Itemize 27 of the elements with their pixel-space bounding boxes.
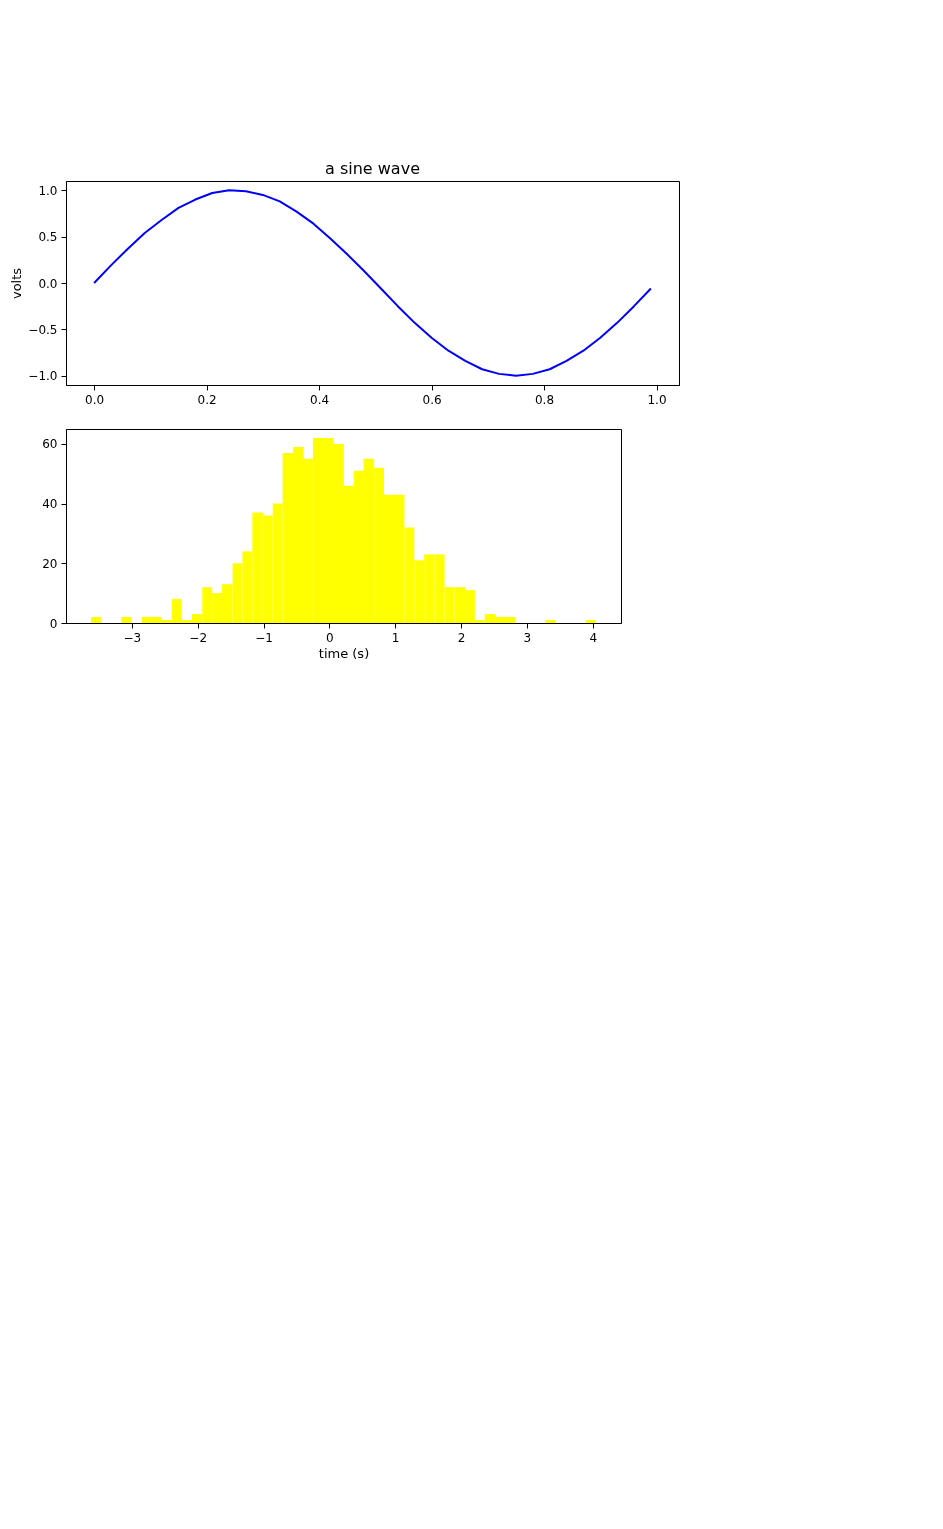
x-tick-label: −1 (255, 630, 273, 645)
y-tick-label: 1.0 (38, 183, 58, 198)
y-tick-label: 0 (49, 616, 58, 631)
x-tick-label: 2 (457, 630, 466, 645)
y-tick-label: 40 (42, 497, 58, 512)
line-series (93, 189, 652, 377)
x-tick-label: −3 (123, 630, 142, 645)
y-tick-label: 0.5 (38, 230, 58, 245)
x-tick-label: 0.8 (534, 392, 555, 407)
x-tick-label: 0.4 (310, 392, 330, 407)
x-tick-label: 4 (589, 630, 598, 645)
x-tick-label: 0.2 (197, 392, 217, 407)
x-tick-label: 0.6 (422, 392, 442, 407)
chart-title: a sine wave (325, 159, 420, 178)
x-tick-label: 0 (326, 630, 334, 645)
y-tick-label: −0.5 (28, 322, 58, 337)
x-tick-label: 0.0 (85, 392, 105, 407)
x-tick-label: 3 (523, 630, 532, 645)
x-tick-label: −2 (189, 630, 208, 645)
y-axis-title: volts (9, 267, 25, 300)
y-tick-label: −1.0 (28, 369, 58, 384)
x-tick-label: 1 (391, 630, 400, 645)
y-tick-label: 60 (42, 437, 58, 452)
x-axis-title: time (s) (318, 645, 370, 661)
x-tick-label: 1.0 (647, 392, 667, 407)
y-tick-label: 20 (42, 556, 58, 571)
y-tick-label: 0.0 (38, 276, 58, 291)
